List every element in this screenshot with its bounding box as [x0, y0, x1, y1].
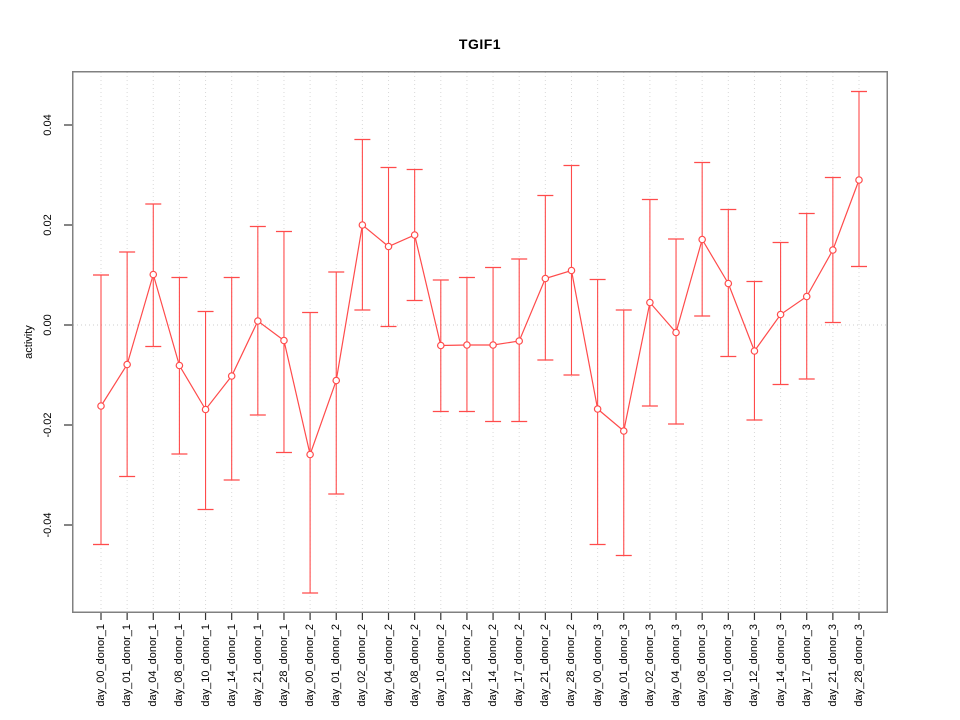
- data-point: [384, 242, 393, 251]
- x-tick-label: day_17_donor_3: [800, 624, 813, 707]
- series-line: [100, 179, 860, 457]
- data-point: [410, 231, 419, 239]
- data-point: [280, 336, 288, 345]
- x-tick-label: day_08_donor_1: [173, 624, 186, 707]
- x-tick-label: day_00_donor_2: [304, 624, 317, 707]
- data-point: [541, 274, 550, 283]
- x-tick-label: day_28_donor_2: [565, 624, 578, 707]
- x-tick-label: day_08_donor_3: [696, 624, 709, 707]
- x-tick-label: day_14_donor_1: [225, 624, 238, 707]
- data-point: [201, 405, 210, 414]
- data-point: [802, 292, 811, 301]
- x-tick-label: day_04_donor_1: [147, 624, 160, 707]
- data-point: [175, 361, 184, 370]
- data-point: [619, 427, 628, 435]
- data-point: [123, 360, 131, 369]
- data-point: [750, 347, 759, 355]
- x-tick-label: day_01_donor_1: [121, 624, 134, 707]
- data-point: [515, 337, 524, 345]
- data-point: [593, 405, 602, 413]
- x-tick-label: day_14_donor_3: [774, 624, 787, 707]
- data-point: [97, 402, 105, 410]
- plot-border: [72, 71, 888, 613]
- x-tick-label: day_01_donor_3: [617, 624, 630, 707]
- y-tick-label: -0.02: [42, 412, 54, 438]
- x-tick-label: day_04_donor_3: [670, 624, 683, 707]
- y-tick-label: 0.04: [42, 114, 54, 136]
- data-point: [463, 341, 471, 349]
- x-tick-label: day_28_donor_1: [277, 624, 290, 707]
- y-tick-label: 0.02: [42, 214, 54, 236]
- x-tick-label: day_12_donor_2: [460, 624, 473, 707]
- x-tick-label: day_01_donor_2: [330, 624, 343, 707]
- data-point: [358, 221, 367, 229]
- data-point: [332, 376, 341, 385]
- y-tick-label: 0.00: [42, 314, 54, 336]
- data-point: [306, 450, 314, 459]
- data-point: [436, 341, 445, 350]
- data-point: [672, 328, 680, 337]
- x-tick-label: day_00_donor_1: [95, 624, 107, 707]
- data-point: [646, 298, 654, 307]
- x-tick-label: day_04_donor_2: [382, 624, 395, 707]
- data-point: [776, 310, 785, 319]
- x-tick-label: day_21_donor_2: [539, 624, 552, 707]
- x-tick-label: day_14_donor_2: [487, 624, 500, 707]
- plot-area: [64, 71, 888, 620]
- x-tick-label: day_10_donor_2: [434, 624, 447, 707]
- x-tick-label: day_12_donor_3: [748, 624, 761, 707]
- data-point: [489, 341, 497, 349]
- x-tick-label: day_10_donor_1: [199, 624, 212, 707]
- data-point: [698, 235, 706, 244]
- x-tick-label: day_10_donor_3: [722, 624, 735, 707]
- chart-title: TGIF1: [458, 36, 502, 52]
- y-tick-label: -0.04: [42, 512, 54, 538]
- x-tick-label: day_08_donor_2: [408, 624, 421, 707]
- data-point: [149, 270, 158, 279]
- data-point: [829, 246, 837, 254]
- x-tick-label: day_21_donor_1: [251, 624, 264, 707]
- data-point: [724, 279, 733, 288]
- y-axis-title: activity: [23, 325, 35, 359]
- x-tick-label: day_02_donor_3: [643, 624, 656, 707]
- x-tick-label: day_00_donor_3: [591, 624, 604, 707]
- x-tick-label: day_02_donor_2: [356, 624, 369, 707]
- data-point: [227, 372, 236, 380]
- data-point: [855, 176, 863, 184]
- data-point: [567, 266, 576, 275]
- x-tick-label: day_21_donor_3: [826, 624, 839, 707]
- x-tick-label: day_17_donor_2: [513, 624, 526, 707]
- x-tick-label: day_28_donor_3: [853, 624, 865, 707]
- data-point: [254, 317, 262, 325]
